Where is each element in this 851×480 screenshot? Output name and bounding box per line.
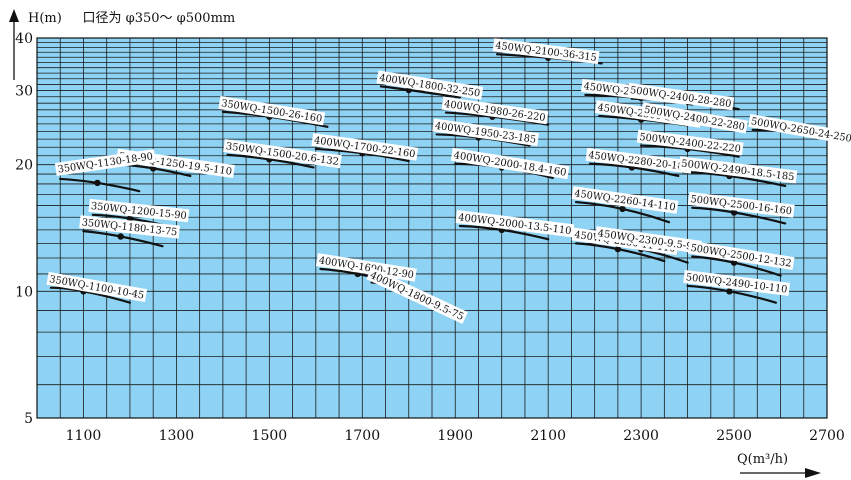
pump-label-background — [316, 253, 417, 282]
x-axis-arrow-head — [805, 468, 821, 478]
x-tick-label: 1300 — [159, 428, 195, 444]
pump-label-background — [376, 70, 484, 100]
y-tick-label: 10 — [15, 284, 33, 300]
pump-label-background — [627, 82, 735, 111]
pump-label-background — [748, 113, 851, 146]
rated-point — [117, 233, 124, 240]
pump-label-background — [46, 271, 148, 303]
x-tick-label: 2700 — [809, 428, 845, 444]
pump-label-background — [687, 240, 795, 271]
y-tick-label: 5 — [24, 411, 33, 427]
pump-label-background — [455, 210, 575, 238]
pump-label-background — [585, 147, 693, 174]
pump-label-background — [571, 186, 679, 214]
pump-label-background — [441, 96, 549, 125]
pump-label-background — [678, 156, 798, 184]
pump-label-background — [218, 95, 326, 126]
pump-label-background — [311, 133, 419, 161]
pump-label-background — [223, 138, 342, 169]
rated-point — [94, 179, 101, 187]
pump-label-background — [54, 149, 156, 176]
x-tick-label: 2500 — [716, 428, 752, 444]
x-tick-label: 2100 — [530, 428, 566, 444]
x-tick-label: 1100 — [66, 428, 102, 444]
pump-label-background — [366, 267, 468, 324]
rated-point — [730, 209, 738, 216]
x-tick-label: 1500 — [252, 428, 288, 444]
pump-label-background — [79, 215, 180, 239]
x-tick-label: 2300 — [623, 428, 659, 444]
axes — [9, 9, 828, 478]
x-axis-label: Q(m³/h) — [737, 452, 789, 467]
rated-point — [614, 245, 622, 253]
pump-label-background — [88, 198, 190, 223]
y-tick-labels: 40 30 20 10 5 — [15, 31, 33, 427]
pump-label-background — [683, 270, 791, 296]
y-tick-label: 40 — [15, 31, 33, 47]
pump-label-background — [492, 38, 600, 65]
y-tick-label: 20 — [15, 158, 33, 174]
pump-label-background — [594, 226, 702, 254]
pump-label-background — [687, 191, 795, 218]
x-tick-label: 1900 — [437, 428, 473, 444]
pump-label-background — [641, 102, 748, 134]
pump-label-background — [432, 118, 540, 147]
rated-point — [726, 288, 733, 295]
pump-label-background — [636, 129, 744, 156]
y-axis-arrow-head — [9, 9, 19, 22]
plot-frame — [36, 37, 828, 419]
x-tick-labels: 1100 1300 1500 1700 1900 2100 2300 2500 2700 — [66, 428, 845, 444]
x-tick-label: 1700 — [344, 428, 380, 444]
chart-title: 口径为 φ350～ φ500mm — [82, 11, 236, 26]
rated-point — [619, 205, 626, 213]
chart-title-row: H(m) 口径为 φ350～ φ500mm — [28, 7, 235, 26]
pump-label-background — [450, 147, 570, 180]
rated-point — [126, 215, 134, 222]
y-axis-label: H(m) — [28, 11, 62, 26]
y-tick-label: 30 — [15, 84, 33, 100]
